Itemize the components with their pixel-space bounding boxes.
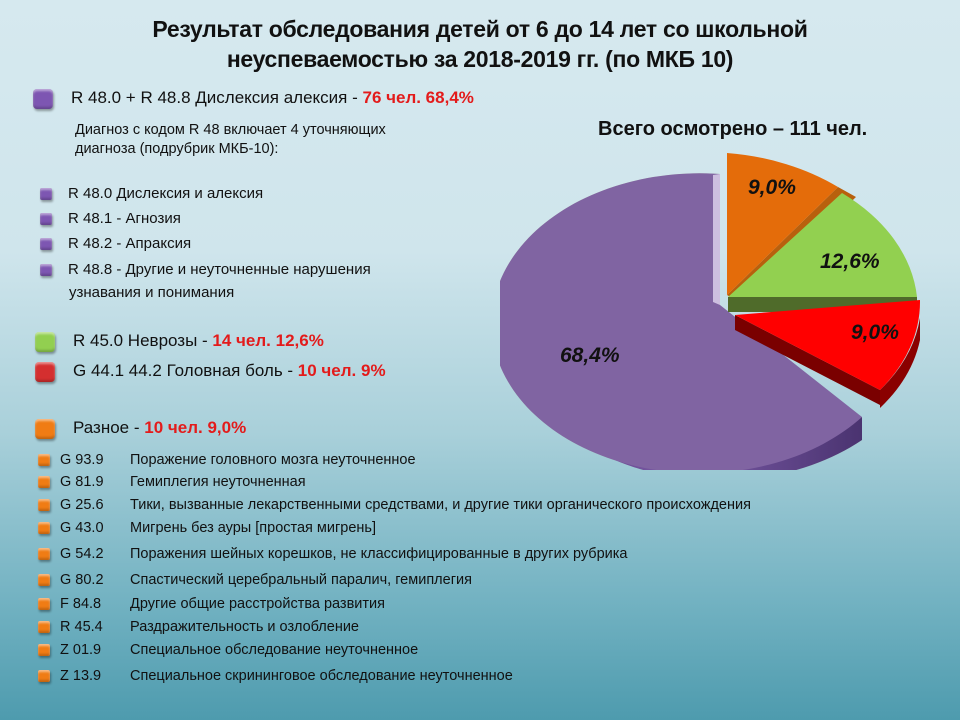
label-9-0-orange: 9,0% (748, 176, 796, 199)
subitem-text: Поражение головного мозга неуточненное (130, 452, 416, 468)
bullet-icon (40, 213, 52, 226)
legend-misc-label: Разное - (73, 418, 145, 437)
legend-headache-label: G 44.1 44.2 Головная боль - (73, 361, 298, 380)
dyslexia-subitem: R 48.0 Дислексия и алексия (40, 185, 263, 203)
subitem-text: Мигрень без ауры [простая мигрень] (130, 520, 377, 536)
subitem-label: R 48.8 - Другие и неуточненные нарушения (68, 261, 371, 278)
title-line-2: неуспеваемостью за 2018-2019 гг. (по МКБ… (226, 46, 734, 72)
bullet-icon (38, 476, 50, 489)
subitem-text: Гемиплегия неуточненная (130, 474, 306, 490)
misc-subitem: G 54.2 Поражения шейных корешков, не клас… (38, 546, 627, 562)
subitem-text: Другие общие расстройства развития (130, 596, 385, 612)
bullet-icon (40, 238, 52, 251)
subitem-code: Z 13.9 (60, 668, 102, 684)
bullet-icon (38, 670, 50, 683)
subitem-text: Спастический церебральный паралич, гемип… (130, 572, 472, 588)
total-examined: Всего осмотрено – 111 чел. (598, 118, 868, 140)
red-square-icon (35, 361, 55, 382)
misc-subitem: G 80.2 Спастический церебральный паралич,… (38, 572, 472, 588)
bullet-icon (38, 454, 50, 467)
subitem-code: Z 01.9 (60, 642, 102, 658)
bullet-icon (38, 644, 50, 657)
subitem-label: узнавания и понимания (69, 284, 235, 301)
legend-neuroses-stats: 14 чел. 12,6% (212, 331, 324, 350)
misc-subitem: G 43.0 Мигрень без ауры [простая мигрень] (38, 520, 376, 536)
green-square-icon (35, 331, 55, 352)
bullet-icon (38, 598, 50, 611)
misc-subitem: Z 13.9 Специальное скрининговое обследова… (38, 668, 513, 684)
pie-chart: 68,4% 9,0% 12,6% 9,0% (500, 153, 921, 470)
legend-dyslexia-label: R 48.0 + R 48.8 Дислексия алексия - (71, 88, 363, 107)
legend-dyslexia: R 48.0 + R 48.8 Дислексия алексия - 76 ч… (33, 88, 474, 109)
subitem-code: G 80.2 (60, 572, 104, 588)
orange-square-icon (35, 418, 55, 439)
label-12-6: 12,6% (820, 250, 880, 273)
note-line-1: Диагноз с кодом R 48 включает 4 уточняющ… (75, 122, 386, 138)
bullet-icon (38, 548, 50, 561)
slice-dyslexia (500, 173, 862, 470)
misc-subitem: G 25.6 Тики, вызванные лекарственными сре… (38, 497, 751, 513)
slide-title: Результат обследования детей от 6 до 14 … (60, 14, 900, 74)
subitem-label: R 48.1 - Агнозия (68, 210, 181, 227)
subitem-code: G 93.9 (60, 452, 104, 468)
legend-neuroses-label: R 45.0 Неврозы - (73, 331, 213, 350)
bullet-icon (38, 621, 50, 634)
subitem-code: G 43.0 (60, 520, 104, 536)
misc-subitem: G 93.9 Поражение головного мозга неуточне… (38, 452, 416, 468)
slice-headache (735, 300, 921, 408)
legend-neuroses: R 45.0 Неврозы - 14 чел. 12,6% (35, 331, 324, 352)
dyslexia-note: Диагноз с кодом R 48 включает 4 уточняющ… (75, 121, 386, 159)
dyslexia-subitem: R 48.8 - Другие и неуточненные нарушения (40, 261, 371, 279)
subitem-label: R 48.0 Дислексия и алексия (68, 185, 264, 202)
purple-square-icon (33, 88, 53, 109)
bullet-icon (38, 574, 50, 587)
misc-subitem: Z 01.9 Специальное обследование неуточнен… (38, 642, 418, 658)
subitem-text: Специальное скрининговое обследование не… (130, 668, 513, 684)
label-68-4: 68,4% (560, 344, 620, 367)
subitem-text: Поражения шейных корешков, не классифици… (130, 546, 628, 562)
legend-headache: G 44.1 44.2 Головная боль - 10 чел. 9% (35, 361, 386, 382)
title-line-1: Результат обследования детей от 6 до 14 … (152, 16, 808, 42)
subitem-code: R 45.4 (60, 619, 103, 635)
subitem-label: R 48.2 - Апраксия (68, 235, 192, 252)
bullet-icon (38, 499, 50, 512)
dyslexia-subitem: R 48.1 - Агнозия (40, 210, 181, 228)
subitem-code: F 84.8 (60, 596, 102, 612)
bullet-icon (40, 188, 52, 201)
subitem-text: Тики, вызванные лекарственными средствам… (130, 497, 751, 513)
subitem-code: G 81.9 (60, 474, 104, 490)
legend-misc-stats: 10 чел. 9,0% (144, 418, 247, 437)
legend-dyslexia-stats: 76 чел. 68,4% (362, 88, 474, 107)
label-9-0-red: 9,0% (851, 321, 899, 344)
bullet-icon (38, 522, 50, 535)
legend-misc: Разное - 10 чел. 9,0% (35, 418, 246, 439)
dyslexia-subitem-continued: узнавания и понимания (69, 284, 234, 302)
subitem-code: G 25.6 (60, 497, 104, 513)
bullet-icon (40, 264, 52, 277)
dyslexia-subitem: R 48.2 - Апраксия (40, 235, 191, 253)
misc-subitem: F 84.8 Другие общие расстройства развития (38, 596, 385, 612)
subitem-code: G 54.2 (60, 546, 104, 562)
subitem-text: Специальное обследование неуточненное (130, 642, 419, 658)
subitem-text: Раздражительность и озлобление (130, 619, 359, 635)
misc-subitem: R 45.4 Раздражительность и озлобление (38, 619, 359, 635)
legend-headache-stats: 10 чел. 9% (297, 361, 386, 380)
note-line-2: диагноза (подрубрик МКБ-10): (75, 141, 279, 157)
misc-subitem: G 81.9 Гемиплегия неуточненная (38, 474, 306, 490)
